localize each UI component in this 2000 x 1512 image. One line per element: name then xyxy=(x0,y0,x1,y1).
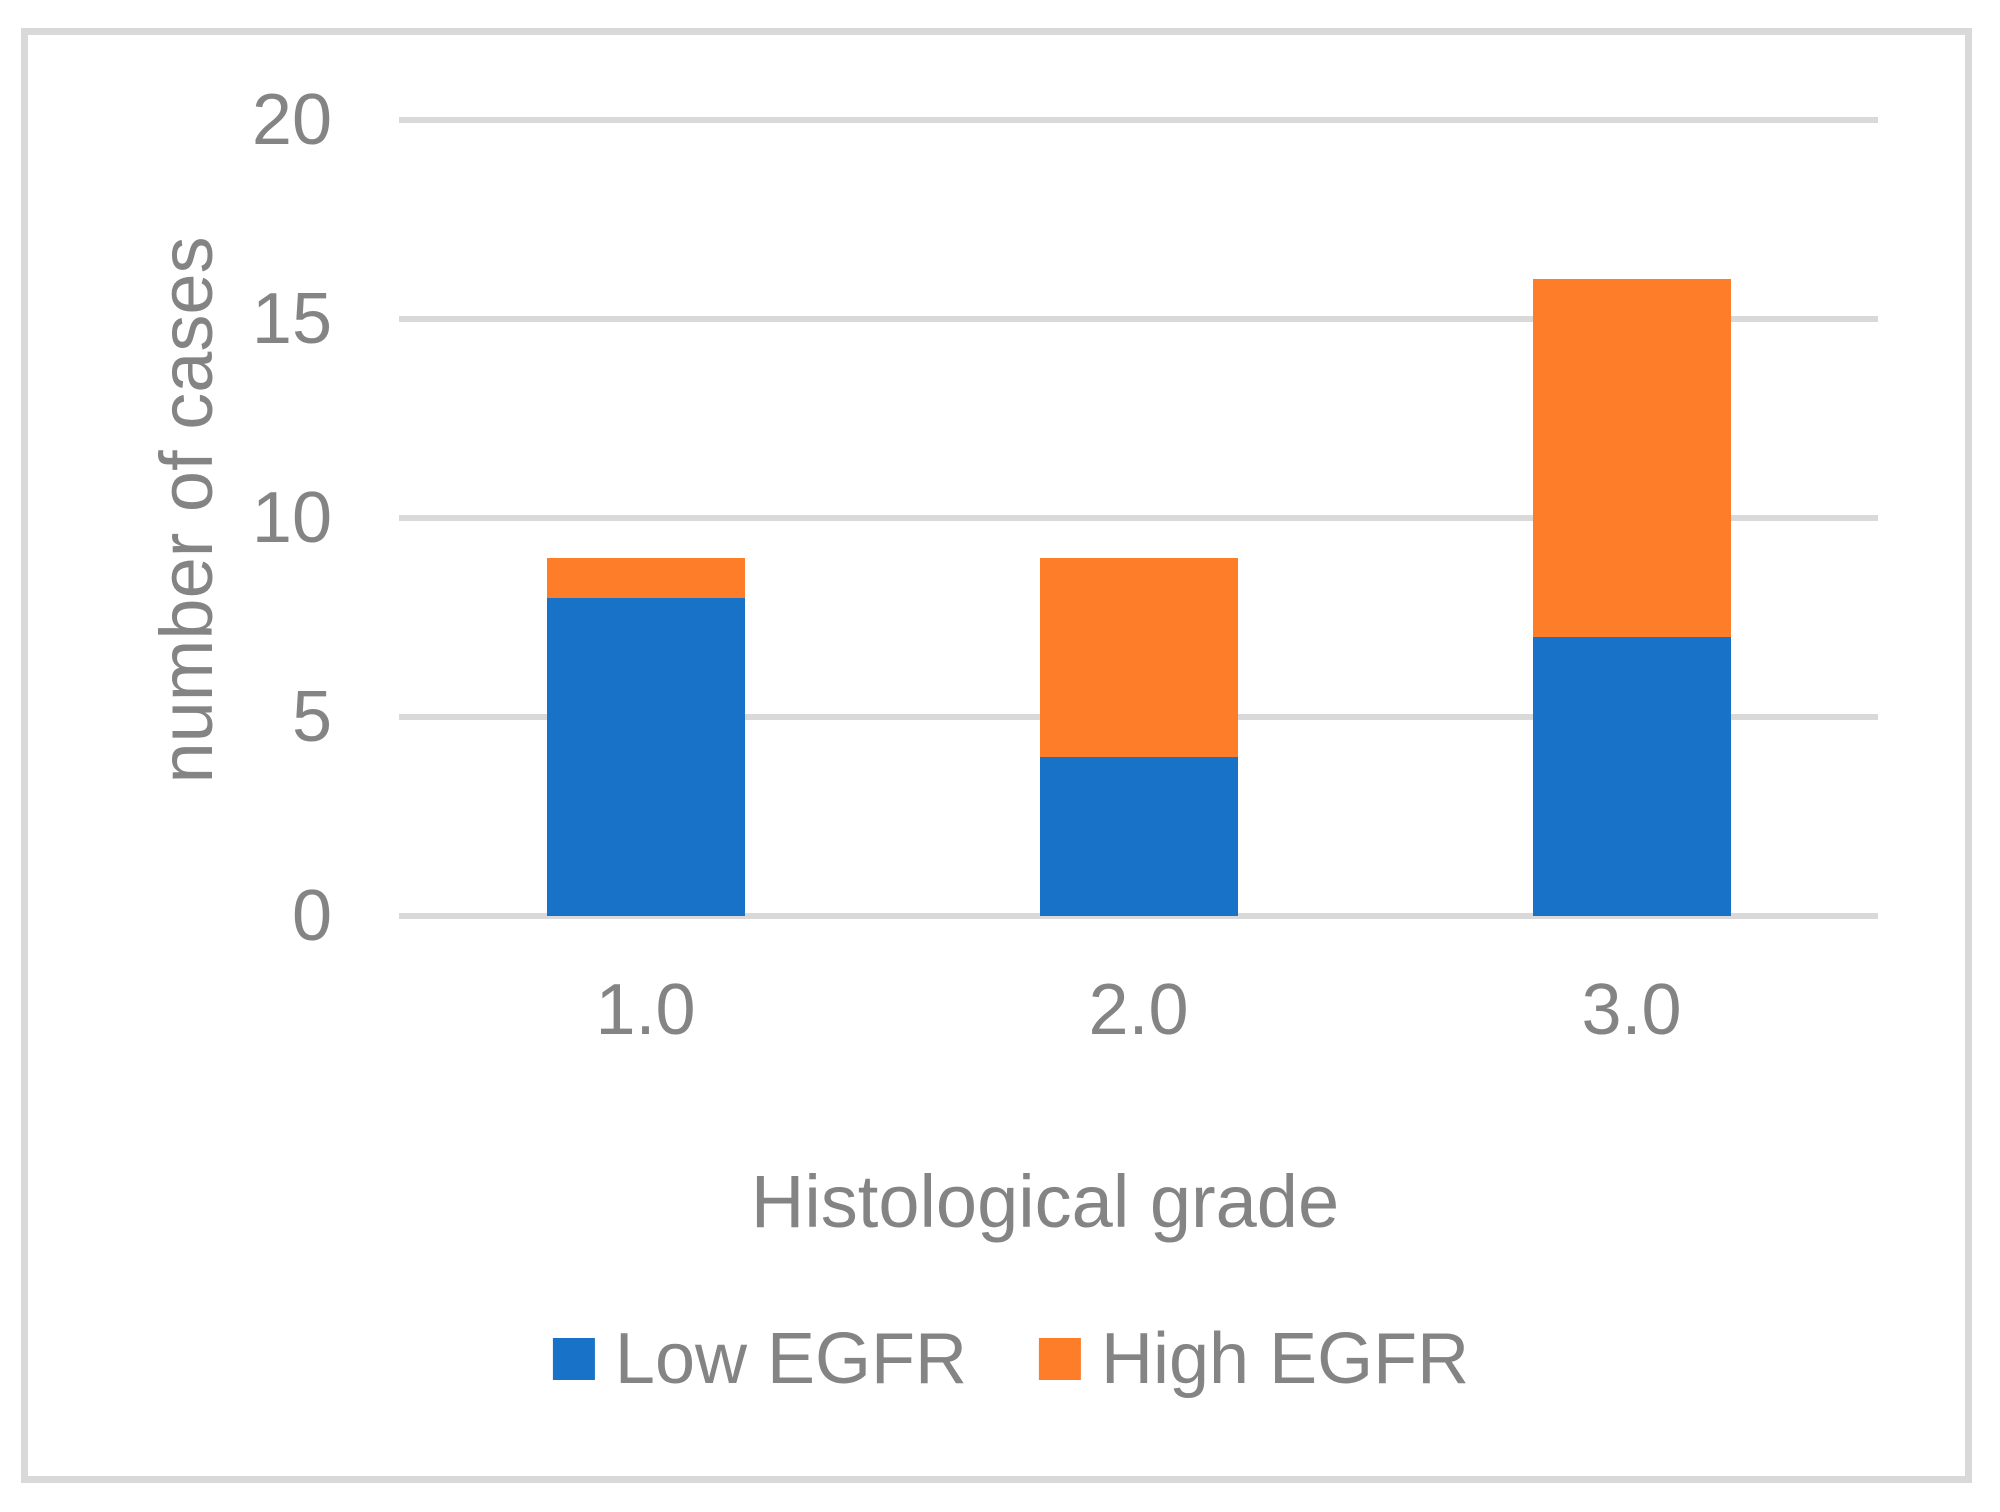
y-tick-label-20: 20 xyxy=(251,80,332,160)
bar-segment-low-egfr-grade-1.0 xyxy=(546,597,745,916)
x-tick-label-3.0: 3.0 xyxy=(1581,970,1682,1050)
gridline-y-20 xyxy=(399,117,1878,123)
y-tick-label-15: 15 xyxy=(251,279,332,359)
y-tick-label-0: 0 xyxy=(291,876,332,956)
x-tick-label-2.0: 2.0 xyxy=(1088,970,1189,1050)
bar-segment-high-egfr-grade-1.0 xyxy=(546,557,745,598)
legend-item-low-egfr: Low EGFR xyxy=(552,1318,967,1400)
y-axis-title: number of cases xyxy=(145,236,228,784)
legend-label: Low EGFR xyxy=(614,1319,967,1399)
bar-segment-low-egfr-grade-3.0 xyxy=(1532,637,1731,916)
bar-segment-high-egfr-grade-3.0 xyxy=(1532,279,1731,638)
legend-swatch-low-egfr xyxy=(552,1338,595,1380)
legend: Low EGFR High EGFR xyxy=(552,1318,1469,1400)
gridline-y-10 xyxy=(399,515,1878,521)
x-axis-title: Histological grade xyxy=(750,1160,1340,1243)
bar-segment-low-egfr-grade-2.0 xyxy=(1039,756,1238,916)
chart-border-frame xyxy=(21,28,1972,1483)
legend-label: High EGFR xyxy=(1101,1319,1470,1399)
legend-item-high-egfr: High EGFR xyxy=(1039,1318,1469,1400)
legend-swatch-high-egfr xyxy=(1039,1338,1081,1380)
x-tick-label-1.0: 1.0 xyxy=(595,970,696,1050)
bar-segment-high-egfr-grade-2.0 xyxy=(1039,557,1238,757)
gridline-y-15 xyxy=(399,316,1878,322)
y-tick-label-10: 10 xyxy=(251,478,332,558)
y-tick-label-5: 5 xyxy=(291,677,332,757)
gridline-y-0 xyxy=(399,913,1878,919)
